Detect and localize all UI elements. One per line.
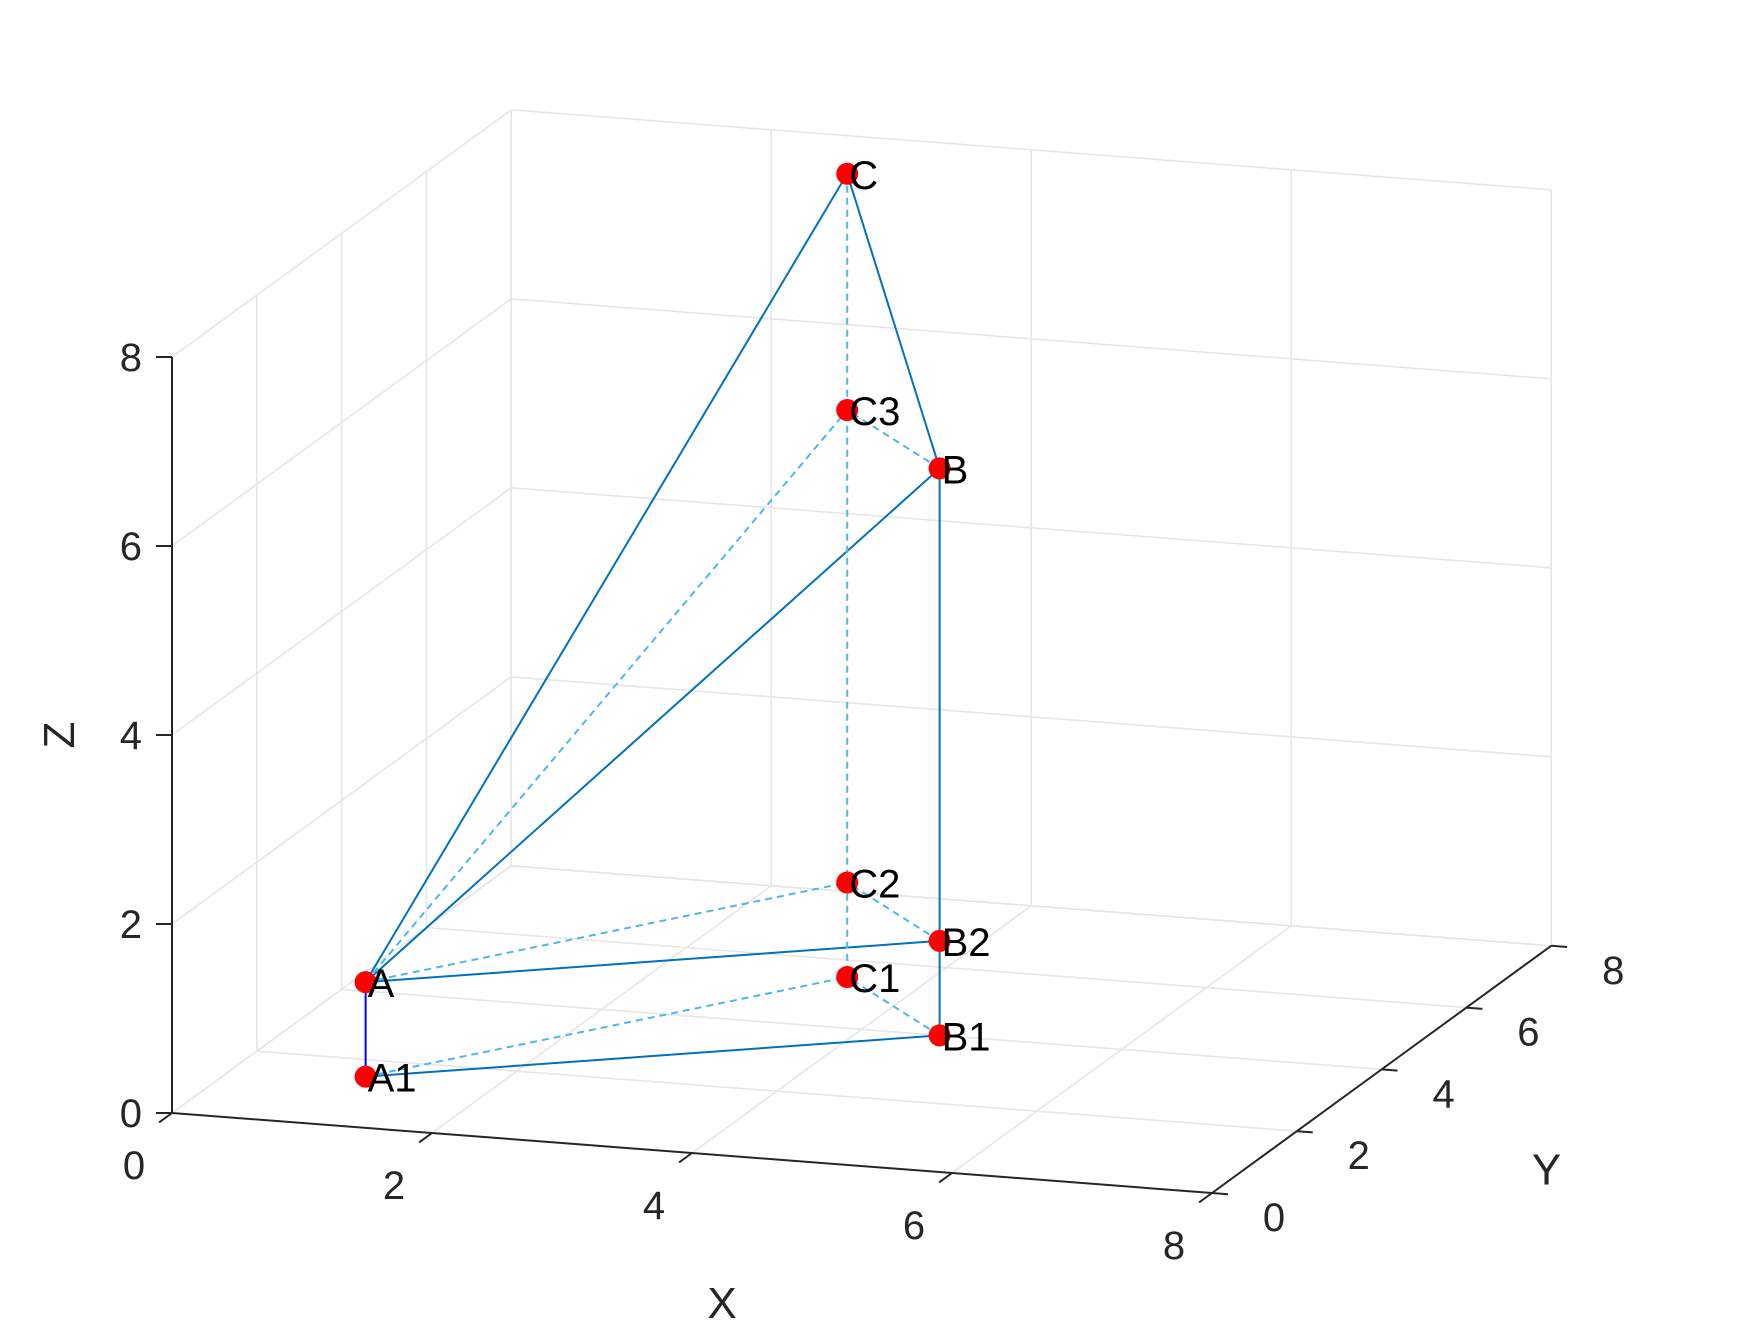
data-point-c1 bbox=[836, 966, 859, 989]
segment-b1-c1 bbox=[846, 976, 941, 1037]
grid-line-back-z bbox=[511, 298, 1552, 380]
y-tick-mark bbox=[1551, 944, 1568, 949]
x-tick-label: 8 bbox=[1163, 1224, 1185, 1268]
segment-b-c3 bbox=[846, 409, 941, 470]
y-axis-label: Y bbox=[1532, 1145, 1561, 1194]
z-tick-label: 4 bbox=[120, 714, 142, 758]
point-label-b2: B2 bbox=[942, 921, 991, 965]
grid-line-floor-y bbox=[341, 988, 1382, 1071]
segment-a-c bbox=[364, 173, 849, 983]
data-point-c3 bbox=[836, 399, 859, 422]
x-tick-mark bbox=[1198, 1192, 1213, 1204]
point-label-c: C bbox=[849, 154, 878, 198]
y-tick-label: 4 bbox=[1432, 1072, 1454, 1116]
segment-a-c2 bbox=[365, 881, 848, 984]
x-tick-label: 6 bbox=[903, 1204, 925, 1248]
segment-a-c3 bbox=[364, 409, 848, 983]
grid-lines bbox=[171, 109, 1552, 1194]
data-point-b bbox=[928, 457, 951, 480]
point-labels: A A1 B B1 B2 C C1 C2 C3 bbox=[368, 154, 991, 1101]
grid-line-floor-y bbox=[426, 926, 1467, 1009]
x-tick-label: 4 bbox=[643, 1184, 665, 1228]
y-tick-mark bbox=[1466, 1006, 1483, 1010]
data-point-a bbox=[354, 971, 377, 994]
tick-labels: 0 2 4 6 8 0 2 4 6 8 0 2 4 6 8 bbox=[120, 336, 1625, 1268]
grid-line-back-z bbox=[511, 109, 1552, 191]
data-point-b2 bbox=[928, 929, 951, 952]
x-tick-mark bbox=[938, 1172, 953, 1184]
data-points bbox=[354, 162, 951, 1088]
segment-a-b bbox=[364, 467, 941, 983]
z-tick-label: 0 bbox=[120, 1092, 142, 1136]
point-label-a: A bbox=[368, 962, 395, 1006]
point-label-a1: A1 bbox=[368, 1057, 417, 1101]
x-tick-mark bbox=[158, 1112, 173, 1124]
segment-a-b2 bbox=[365, 939, 940, 984]
y-tick-label: 6 bbox=[1517, 1011, 1539, 1055]
y-tick-mark bbox=[1381, 1068, 1398, 1072]
y-tick-label: 0 bbox=[1263, 1196, 1285, 1240]
point-label-b1: B1 bbox=[942, 1015, 991, 1059]
x-tick-mark bbox=[418, 1132, 433, 1144]
segment-b2-c2 bbox=[846, 881, 941, 942]
x-tick-mark bbox=[678, 1152, 693, 1164]
grid-line-floor-x bbox=[951, 925, 1292, 1174]
y-tick-label: 2 bbox=[1348, 1134, 1370, 1178]
x-axis-label: X bbox=[707, 1279, 736, 1328]
point-label-c1: C1 bbox=[849, 957, 900, 1001]
segment-a1-b1 bbox=[365, 1034, 940, 1078]
z-tick-label: 2 bbox=[120, 903, 142, 947]
data-point-b1 bbox=[928, 1024, 951, 1047]
y-tick-label: 8 bbox=[1602, 949, 1624, 993]
point-label-b: B bbox=[942, 448, 969, 492]
segment-a1-c1 bbox=[365, 976, 848, 1078]
z-tick-label: 8 bbox=[120, 336, 142, 380]
z-axis-label: Z bbox=[35, 722, 84, 749]
data-point-c bbox=[836, 162, 859, 185]
grid-line-left-z bbox=[171, 487, 512, 736]
grid-line-left-z bbox=[171, 109, 512, 358]
segment-b-c bbox=[846, 173, 941, 469]
x-tick-label: 0 bbox=[123, 1144, 145, 1188]
grid-line-back-z bbox=[511, 487, 1552, 569]
point-label-c3: C3 bbox=[849, 390, 900, 434]
y-tick-mark bbox=[1211, 1192, 1229, 1196]
data-point-c2 bbox=[836, 871, 859, 894]
x-tick-label: 2 bbox=[383, 1164, 405, 1208]
data-point-a1 bbox=[354, 1065, 377, 1088]
point-label-c2: C2 bbox=[849, 863, 900, 907]
z-tick-label: 6 bbox=[120, 525, 142, 569]
y-tick-mark bbox=[1296, 1130, 1313, 1134]
grid-line-left-z bbox=[171, 298, 512, 547]
